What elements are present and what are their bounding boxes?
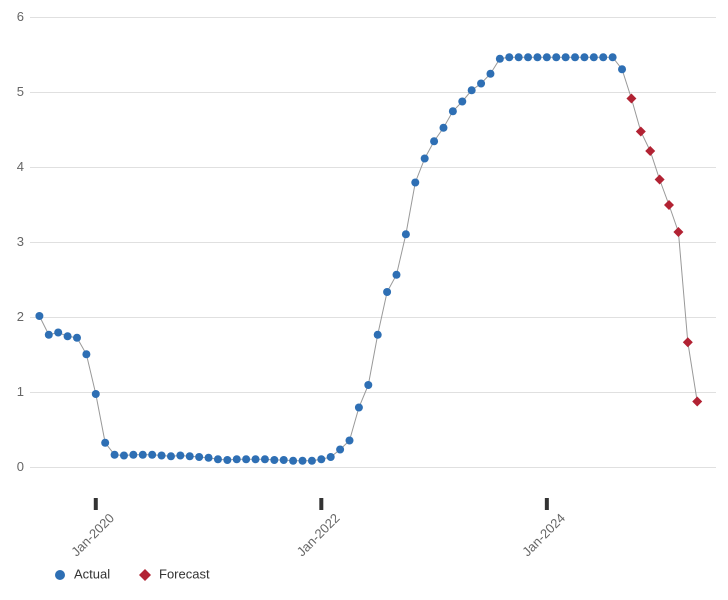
data-point-actual — [543, 53, 551, 61]
data-point-actual — [599, 53, 607, 61]
data-point-actual — [252, 455, 260, 463]
data-point-actual — [280, 456, 288, 464]
data-point-actual — [92, 390, 100, 398]
legend-label: Actual — [74, 566, 110, 581]
data-point-actual — [35, 312, 43, 320]
data-point-actual — [486, 70, 494, 78]
data-point-actual — [411, 179, 419, 187]
data-point-actual — [355, 404, 363, 412]
legend-marker-actual — [55, 570, 65, 580]
data-point-actual — [64, 332, 72, 340]
data-point-actual — [299, 457, 307, 465]
data-point-actual — [505, 53, 513, 61]
time-series-chart: 0123456Jan-2020Jan-2022Jan-2024ActualFor… — [0, 0, 728, 600]
data-point-actual — [477, 80, 485, 88]
data-point-actual — [158, 452, 166, 460]
data-point-actual — [82, 350, 90, 358]
data-point-actual — [120, 452, 128, 460]
data-point-actual — [590, 53, 598, 61]
y-axis-tick-label: 0 — [17, 459, 24, 474]
data-point-actual — [317, 455, 325, 463]
data-point-actual — [449, 107, 457, 115]
data-point-actual — [524, 53, 532, 61]
data-point-actual — [383, 288, 391, 296]
data-point-actual — [552, 53, 560, 61]
data-point-actual — [571, 53, 579, 61]
data-point-actual — [270, 456, 278, 464]
data-point-actual — [327, 453, 335, 461]
data-point-actual — [167, 452, 175, 460]
data-point-actual — [336, 446, 344, 454]
data-point-actual — [129, 451, 137, 459]
y-axis-tick-label: 2 — [17, 309, 24, 324]
data-point-actual — [186, 452, 194, 460]
data-point-actual — [421, 155, 429, 163]
data-point-actual — [392, 271, 400, 279]
data-point-actual — [195, 453, 203, 461]
data-point-actual — [214, 455, 222, 463]
data-point-actual — [176, 452, 184, 460]
data-point-actual — [533, 53, 541, 61]
data-point-actual — [205, 454, 213, 462]
data-point-actual — [374, 331, 382, 339]
data-point-actual — [468, 86, 476, 94]
data-point-actual — [223, 456, 231, 464]
data-point-actual — [515, 53, 523, 61]
data-point-actual — [430, 137, 438, 145]
data-point-actual — [496, 55, 504, 63]
y-axis-tick-label: 5 — [17, 84, 24, 99]
data-point-actual — [233, 455, 241, 463]
data-point-actual — [346, 437, 354, 445]
legend-label: Forecast — [159, 566, 210, 581]
data-point-actual — [458, 98, 466, 106]
data-point-actual — [242, 455, 250, 463]
data-point-actual — [54, 329, 62, 337]
data-point-actual — [148, 451, 156, 459]
data-point-actual — [402, 230, 410, 238]
data-point-actual — [609, 53, 617, 61]
data-point-actual — [261, 455, 269, 463]
y-axis-tick-label: 1 — [17, 384, 24, 399]
data-point-actual — [439, 124, 447, 132]
data-point-actual — [289, 457, 297, 465]
y-axis-tick-label: 6 — [17, 9, 24, 24]
data-point-actual — [580, 53, 588, 61]
data-point-actual — [308, 457, 316, 465]
data-point-actual — [45, 331, 53, 339]
y-axis-tick-label: 3 — [17, 234, 24, 249]
data-point-actual — [73, 334, 81, 342]
data-point-actual — [139, 451, 147, 459]
data-point-actual — [101, 439, 109, 447]
y-axis-tick-label: 4 — [17, 159, 24, 174]
data-point-actual — [562, 53, 570, 61]
data-point-actual — [618, 65, 626, 73]
data-point-actual — [111, 451, 119, 459]
data-point-actual — [364, 381, 372, 389]
